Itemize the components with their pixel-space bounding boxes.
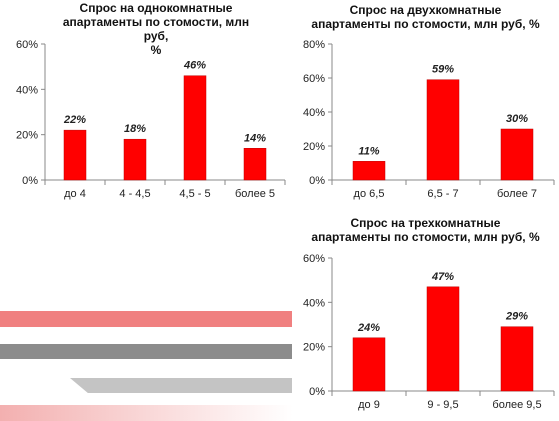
y-tick-label: 80% bbox=[303, 39, 325, 51]
y-tick-label: 0% bbox=[309, 175, 325, 187]
chart-three-room: Спрос на трехкомнатные апартаменты по ст… bbox=[292, 213, 559, 421]
x-category-label: 6,5 - 7 bbox=[427, 188, 458, 200]
data-label: 24% bbox=[357, 322, 380, 334]
chart-plot: 0% 20% 40% 60% 24% до 9 47% 9 - 9,5 29% более 9,5 bbox=[303, 253, 555, 411]
x-category-label: до 4 bbox=[64, 188, 86, 200]
data-label: 14% bbox=[244, 132, 266, 144]
data-label: 47% bbox=[431, 271, 454, 283]
bar bbox=[426, 79, 460, 181]
chart-two-room: Спрос на двухкомнатные апартаменты по ст… bbox=[292, 0, 559, 205]
data-label: 22% bbox=[63, 114, 86, 126]
decorative-stripe-bottom bbox=[0, 405, 293, 421]
x-category-label: до 9 bbox=[358, 399, 380, 411]
chart-title: Спрос на трехкомнатные апартаменты по ст… bbox=[297, 216, 554, 244]
x-category-label: до 6,5 bbox=[354, 188, 385, 200]
chart-title-line: апартаменты по стомости, млн руб, bbox=[62, 15, 250, 43]
bar bbox=[243, 148, 267, 181]
y-tick-label: 0% bbox=[309, 386, 325, 398]
bar bbox=[500, 326, 534, 392]
y-tick-label: 40% bbox=[303, 297, 325, 309]
data-label: 46% bbox=[183, 60, 206, 72]
x-category-label: 9 - 9,5 bbox=[427, 399, 458, 411]
decorative-stripe-red bbox=[0, 311, 293, 327]
chart-plot: 0% 20% 40% 60% 80% 11% до 6,5 59% 6,5 - 7 30% боле… bbox=[303, 39, 555, 200]
bar bbox=[123, 138, 147, 181]
y-tick-label: 40% bbox=[16, 84, 38, 96]
data-label: 18% bbox=[124, 123, 146, 135]
data-label: 29% bbox=[505, 311, 528, 323]
y-tick-label: 60% bbox=[303, 73, 325, 85]
y-tick-label: 20% bbox=[303, 141, 325, 153]
chart-plot: 0% 20% 40% 60% 22% до 4 18% 4 - 4,5 46% 4,5 - 5 14… bbox=[16, 39, 286, 200]
x-category-label: 4,5 - 5 bbox=[179, 188, 210, 200]
y-tick-label: 20% bbox=[303, 342, 325, 354]
data-label: 30% bbox=[506, 113, 528, 125]
chart-one-room: Спрос на однокомнатные апартаменты по ст… bbox=[0, 0, 292, 200]
x-category-label: более 9,5 bbox=[492, 399, 541, 411]
chart-title: Спрос на двухкомнатные апартаменты по ст… bbox=[297, 3, 554, 31]
y-tick-label: 40% bbox=[303, 107, 325, 119]
chart-title-line: Спрос на двухкомнатные bbox=[349, 3, 502, 17]
data-label: 11% bbox=[358, 145, 379, 157]
bar bbox=[183, 75, 207, 181]
x-category-label: 4 - 4,5 bbox=[119, 188, 150, 200]
bar bbox=[352, 337, 386, 392]
decorative-stripe-gray bbox=[0, 344, 293, 359]
bar bbox=[500, 128, 534, 181]
chart-title-line: % bbox=[150, 43, 162, 57]
bar bbox=[63, 129, 87, 181]
y-tick-label: 0% bbox=[22, 175, 38, 187]
y-tick-label: 60% bbox=[303, 253, 325, 265]
y-tick-label: 60% bbox=[16, 39, 38, 51]
data-label: 59% bbox=[432, 64, 454, 76]
bar bbox=[352, 161, 386, 181]
bar bbox=[426, 286, 460, 392]
x-category-label: более 5 bbox=[235, 188, 275, 200]
chart-title-line: апартаменты по стомости, млн руб, % bbox=[311, 230, 540, 244]
chart-title-line: Спрос на однокомнатные bbox=[79, 1, 233, 15]
chart-title-line: апартаменты по стомости, млн руб, % bbox=[311, 17, 540, 31]
y-tick-label: 20% bbox=[16, 130, 38, 142]
chart-title-line: Спрос на трехкомнатные bbox=[350, 216, 501, 230]
x-category-label: более 7 bbox=[497, 188, 537, 200]
chart-title: Спрос на однокомнатные апартаменты по ст… bbox=[50, 1, 262, 57]
decorative-stripe-light bbox=[70, 378, 293, 393]
